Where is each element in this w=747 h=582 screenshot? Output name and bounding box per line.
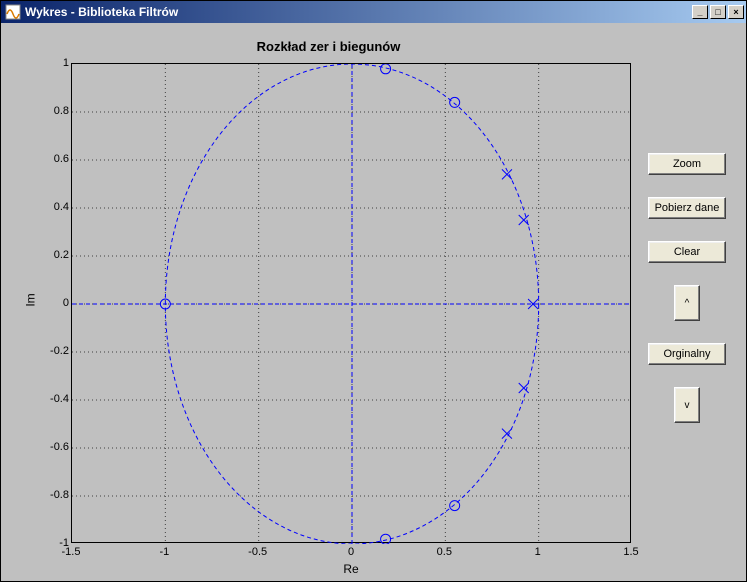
- y-tick-label: 0: [29, 297, 69, 309]
- clear-button[interactable]: Clear: [648, 241, 726, 263]
- y-tick-label: 0.2: [29, 249, 69, 261]
- maximize-button[interactable]: □: [710, 5, 726, 19]
- y-tick-label: 0.4: [29, 201, 69, 213]
- minimize-button[interactable]: _: [692, 5, 708, 19]
- titlebar: Wykres - Biblioteka Filtrów _ □ ×: [1, 1, 746, 23]
- x-tick-label: -1: [159, 546, 169, 558]
- y-tick-label: -0.8: [29, 489, 69, 501]
- button-sidebar: Zoom Pobierz dane Clear ^ Orginalny v: [643, 153, 731, 423]
- app-icon: [5, 4, 21, 20]
- x-axis-label: Re: [71, 562, 631, 576]
- client-area: Rozkład zer i biegunów Im -1-0.8-0.6-0.4…: [1, 23, 746, 581]
- zoom-button[interactable]: Zoom: [648, 153, 726, 175]
- x-tick-label: 0.5: [437, 546, 452, 558]
- y-tick-label: -0.2: [29, 345, 69, 357]
- x-tick-label: 1.5: [623, 546, 638, 558]
- window-title: Wykres - Biblioteka Filtrów: [25, 5, 690, 19]
- up-button[interactable]: ^: [674, 285, 700, 321]
- x-tick-label: 1: [535, 546, 541, 558]
- y-tick-label: -0.4: [29, 393, 69, 405]
- y-tick-label: 1: [29, 57, 69, 69]
- x-tick-label: -1.5: [62, 546, 81, 558]
- y-tick-label: 0.6: [29, 153, 69, 165]
- get-data-button[interactable]: Pobierz dane: [648, 197, 726, 219]
- down-button[interactable]: v: [674, 387, 700, 423]
- y-tick-label: -0.6: [29, 441, 69, 453]
- close-button[interactable]: ×: [728, 5, 744, 19]
- plot-area[interactable]: [71, 63, 631, 543]
- original-button[interactable]: Orginalny: [648, 343, 726, 365]
- chart-title: Rozkład zer i biegunów: [16, 39, 641, 54]
- x-tick-label: 0: [348, 546, 354, 558]
- x-tick-label: -0.5: [248, 546, 267, 558]
- y-tick-label: 0.8: [29, 105, 69, 117]
- app-window: Wykres - Biblioteka Filtrów _ □ × Rozkła…: [0, 0, 747, 582]
- figure-area: Rozkład zer i biegunów Im -1-0.8-0.6-0.4…: [16, 33, 731, 566]
